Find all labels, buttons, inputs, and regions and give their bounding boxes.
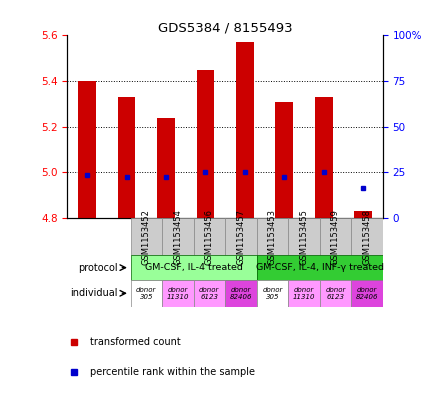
Bar: [161, 218, 193, 255]
Bar: [130, 255, 256, 280]
Text: donor
305: donor 305: [136, 287, 156, 300]
Bar: [353, 211, 371, 218]
Bar: [130, 218, 162, 255]
Text: donor
11310: donor 11310: [166, 287, 189, 300]
Bar: [130, 280, 162, 307]
Bar: [288, 280, 319, 307]
Bar: [319, 280, 351, 307]
Text: donor
82406: donor 82406: [355, 287, 378, 300]
Bar: [256, 280, 288, 307]
Bar: [161, 280, 193, 307]
Bar: [319, 218, 351, 255]
Text: GSM1153458: GSM1153458: [362, 209, 371, 264]
Text: GSM1153455: GSM1153455: [299, 209, 308, 264]
Text: transformed count: transformed count: [89, 337, 180, 347]
Bar: [256, 218, 288, 255]
Bar: [351, 218, 382, 255]
Text: GSM1153459: GSM1153459: [330, 209, 339, 264]
Bar: [193, 218, 225, 255]
Text: donor
11310: donor 11310: [292, 287, 315, 300]
Text: GM-CSF, IL-4, INF-γ treated: GM-CSF, IL-4, INF-γ treated: [255, 263, 383, 272]
Bar: [288, 218, 319, 255]
Text: individual: individual: [70, 288, 118, 298]
Bar: [275, 102, 293, 218]
Text: GSM1153456: GSM1153456: [204, 209, 214, 264]
Text: GSM1153457: GSM1153457: [236, 209, 245, 264]
Bar: [157, 118, 174, 218]
Text: GSM1153452: GSM1153452: [141, 209, 151, 264]
Text: donor
305: donor 305: [262, 287, 282, 300]
Title: GDS5384 / 8155493: GDS5384 / 8155493: [158, 21, 292, 34]
Text: GSM1153453: GSM1153453: [267, 209, 276, 264]
Bar: [196, 70, 214, 218]
Bar: [351, 280, 382, 307]
Bar: [78, 81, 96, 218]
Bar: [235, 42, 253, 218]
Text: GSM1153454: GSM1153454: [173, 209, 182, 264]
Text: donor
6123: donor 6123: [325, 287, 345, 300]
Text: percentile rank within the sample: percentile rank within the sample: [89, 367, 254, 377]
Text: GM-CSF, IL-4 treated: GM-CSF, IL-4 treated: [144, 263, 242, 272]
Bar: [225, 280, 256, 307]
Text: protocol: protocol: [78, 263, 118, 273]
Bar: [118, 97, 135, 218]
Text: donor
6123: donor 6123: [199, 287, 219, 300]
Bar: [256, 255, 382, 280]
Bar: [314, 97, 332, 218]
Text: donor
82406: donor 82406: [229, 287, 252, 300]
Bar: [225, 218, 256, 255]
Bar: [193, 280, 225, 307]
